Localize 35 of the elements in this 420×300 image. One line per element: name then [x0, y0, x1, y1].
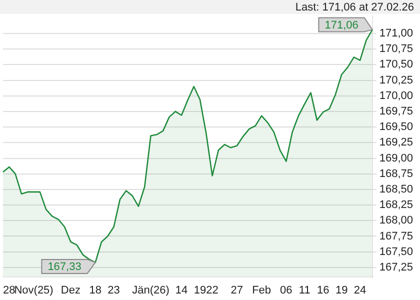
y-tick-label: 170,25 [379, 74, 414, 86]
x-tick-label: 19 [194, 284, 206, 296]
x-tick-label: 18 [89, 284, 102, 296]
y-tick-label: 168,00 [379, 214, 414, 227]
y-tick-label: 170,50 [379, 58, 414, 71]
x-tick-label: 14 [175, 284, 188, 296]
y-tick-label: 170,00 [379, 90, 414, 102]
y-tick-label: 169,25 [379, 136, 414, 149]
x-tick-label: Nov(25) [14, 284, 54, 296]
y-tick-label: 168,75 [379, 168, 414, 180]
y-tick-label: 167,50 [379, 246, 414, 258]
y-tick-label: 168,50 [379, 183, 414, 196]
y-tick-label: 168,25 [379, 199, 414, 212]
annotation: 167,33 [48, 260, 82, 273]
x-tick-label: 22 [206, 284, 218, 296]
x-tick-label: Feb [252, 284, 272, 296]
x-tick-label: 23 [108, 284, 120, 296]
x-tick-label: 24 [354, 284, 366, 296]
x-tick-label: Dez [60, 284, 80, 296]
y-tick-label: 169,75 [379, 105, 414, 118]
x-tick-label: 19 [335, 284, 348, 296]
x-tick-label: 16 [316, 284, 330, 296]
text: Last: 171,06 at 27.02.26 [295, 2, 414, 14]
x-tick-label: 28 [3, 284, 16, 296]
x-tick-label: 11 [298, 284, 310, 296]
x-tick-label: 06 [280, 284, 292, 296]
y-tick-label: 167,25 [379, 261, 414, 274]
y-tick-label: 171,00 [379, 28, 414, 40]
annotation: 171,06 [324, 19, 358, 32]
y-tick-label: 169,00 [379, 152, 414, 164]
y-tick-label: 169,50 [379, 121, 414, 134]
x-tick-label: Jän(26) [132, 284, 170, 296]
y-tick-label: 167,75 [379, 230, 414, 242]
x-tick-label: 27 [230, 284, 244, 296]
y-tick-label: 170,75 [379, 43, 414, 56]
